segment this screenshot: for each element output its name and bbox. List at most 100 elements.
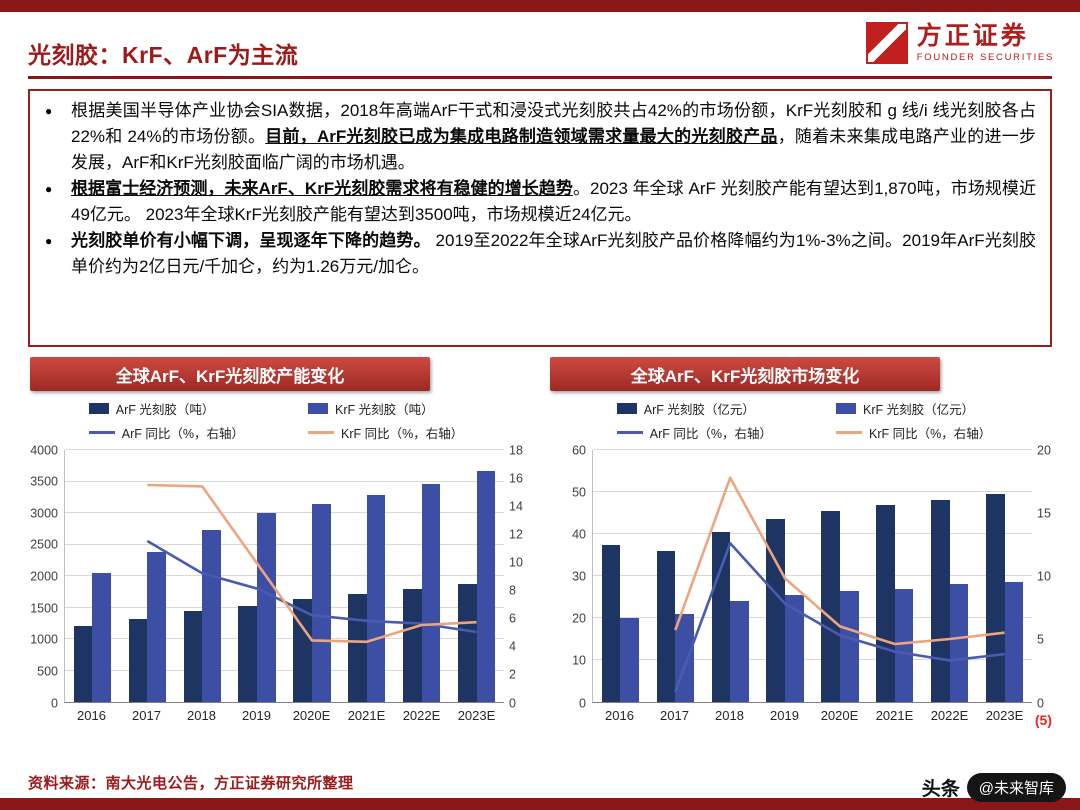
left-axis-tick: 0 (51, 695, 58, 710)
bar (931, 500, 950, 702)
bullet-text: 根据美国半导体产业协会SIA数据，2018年高端ArF干式和浸没式光刻胶共占42… (71, 101, 1036, 172)
bar (128, 618, 148, 702)
x-axis: 2016 2017 2018 2019 2020E 2021E 2022E 2023E (592, 708, 1032, 723)
bar (92, 572, 112, 702)
bar (311, 503, 331, 702)
gridline (593, 659, 1032, 660)
capacity-chart: ArF 光刻胶（吨） KrF 光刻胶（吨） ArF 同比（%，右轴） KrF 同比（%… (22, 399, 530, 723)
bar (147, 552, 166, 702)
bar (785, 594, 804, 702)
bullet-item: ● 光刻胶单价有小幅下调，呈现逐年下降的趋势。 2019至2022年全球ArF光刻… (40, 228, 1036, 280)
x-axis-tick: 2016 (77, 708, 106, 723)
series-line (675, 478, 1004, 644)
series-line (147, 485, 476, 642)
bar (985, 494, 1005, 702)
left-axis-tick: 500 (37, 664, 58, 679)
bullet-text: 光刻胶单价有小幅下调，呈现逐年下降的趋势。 2019至2022年全球ArF光刻胶… (71, 231, 1037, 276)
gridline (593, 617, 1032, 618)
gridline (65, 638, 504, 639)
x-axis-tick: 2021E (875, 708, 914, 723)
bar (238, 606, 258, 702)
bullet-marker: ● (45, 234, 53, 248)
header: 光刻胶：KrF、ArF为主流 方正证券 FOUNDER SECURITIES (0, 12, 1080, 74)
gridline (593, 449, 1032, 450)
bar (894, 588, 914, 702)
bar (1004, 582, 1024, 702)
legend-label: KrF 同比（%，右轴） (869, 427, 992, 441)
gridline (593, 533, 1032, 534)
bottom-bar (0, 798, 1080, 810)
bar (766, 519, 786, 702)
legend-line-swatch (616, 431, 643, 434)
right-axis-tick: 6 (509, 611, 516, 626)
bar (949, 584, 969, 702)
bar (601, 544, 621, 702)
right-axis-tick: 14 (509, 498, 523, 513)
x-axis-tick: 2022E (402, 708, 441, 723)
bullet-marker: ● (45, 182, 53, 196)
left-axis-tick: 2500 (30, 537, 58, 552)
watermark-prefix: 头条 (921, 779, 960, 800)
legend-item: ArF 光刻胶（吨） (88, 399, 244, 418)
bullet-item: ● 根据富士经济预测，未来ArF、KrF光刻胶需求将有稳健的增长趋势。2023 年… (40, 176, 1036, 228)
legend-label: ArF 光刻胶（亿元） (643, 403, 755, 417)
page-number: (5) (1034, 712, 1052, 728)
bar (202, 530, 221, 702)
right-axis: 0 2 4 6 8 10 12 14 16 18 (504, 444, 530, 709)
summary-box: ● 根据美国半导体产业协会SIA数据，2018年高端ArF干式和浸没式光刻胶共占4… (28, 89, 1052, 347)
bar (257, 513, 276, 702)
right-axis-tick: 0 (509, 695, 516, 710)
logo-text: 方正证券 FOUNDER SECURITIES (916, 21, 1054, 63)
right-axis-tick: 15 (1037, 506, 1051, 520)
x-axis-tick: 2020E (820, 708, 859, 723)
x-axis-tick: 2017 (132, 708, 161, 723)
left-axis-tick: 30 (572, 569, 586, 584)
title-divider (28, 76, 1052, 79)
left-axis-tick: 0 (579, 695, 586, 710)
founder-securities-logo: 方正证券 FOUNDER SECURITIES (865, 20, 1054, 64)
bullet-list: ● 根据美国半导体产业协会SIA数据，2018年高端ArF干式和浸没式光刻胶共占4… (40, 98, 1036, 280)
legend-item: KrF 同比（%，右轴） (308, 423, 463, 442)
legend-item: KrF 光刻胶（吨） (308, 399, 463, 418)
legend-label: ArF 光刻胶（吨） (115, 403, 215, 417)
x-axis-tick: 2021E (347, 708, 386, 723)
x-axis-tick: 2017 (660, 708, 689, 723)
x-axis-tick: 2019 (770, 708, 799, 723)
bar (476, 471, 496, 702)
market-chart-section: 全球ArF、KrF光刻胶市场变化 ArF 光刻胶（亿元） KrF 光刻胶（亿元） A… (550, 357, 1058, 723)
bar (421, 484, 441, 702)
x-axis-tick: 2016 (605, 708, 634, 723)
gridline (65, 606, 504, 608)
bar (620, 618, 640, 702)
logo-name: 方正证券 (916, 21, 1029, 50)
legend-item: ArF 同比（%，右轴） (88, 423, 244, 442)
right-axis-tick: 10 (509, 555, 523, 570)
left-axis: 0 10 20 30 40 50 60 (550, 444, 592, 709)
x-axis-tick: 2022E (930, 708, 969, 723)
x-axis-tick: 2018 (187, 708, 216, 723)
bar (876, 504, 895, 702)
legend-label: ArF 同比（%，右轴） (121, 427, 244, 441)
left-axis-tick: 1500 (30, 600, 58, 615)
bar (183, 611, 203, 702)
gridline (65, 449, 504, 450)
x-axis: 2016 2017 2018 2019 2020E 2021E 2022E 2023E (64, 708, 504, 723)
left-axis-tick: 10 (572, 653, 586, 668)
right-axis: 0 5 10 15 20 (1032, 444, 1058, 709)
bar (821, 510, 840, 702)
x-axis-tick: 2019 (242, 708, 271, 723)
legend-line-swatch (836, 431, 862, 434)
left-axis-tick: 20 (572, 611, 586, 626)
legend-label: KrF 光刻胶（吨） (335, 403, 434, 417)
capacity-chart-title: 全球ArF、KrF光刻胶产能变化 (30, 357, 430, 391)
left-axis-tick: 2000 (30, 569, 58, 584)
series-line (675, 543, 1004, 692)
left-axis: 0 500 1000 1500 2000 2500 3000 3500 4000 (22, 444, 64, 709)
right-axis-tick: 16 (509, 470, 523, 485)
bar (656, 550, 676, 702)
right-axis-tick: 2 (509, 667, 516, 682)
gridline (65, 669, 504, 671)
left-axis-tick: 1000 (30, 632, 58, 647)
bar (457, 584, 477, 702)
right-axis-tick: 10 (1037, 569, 1051, 584)
